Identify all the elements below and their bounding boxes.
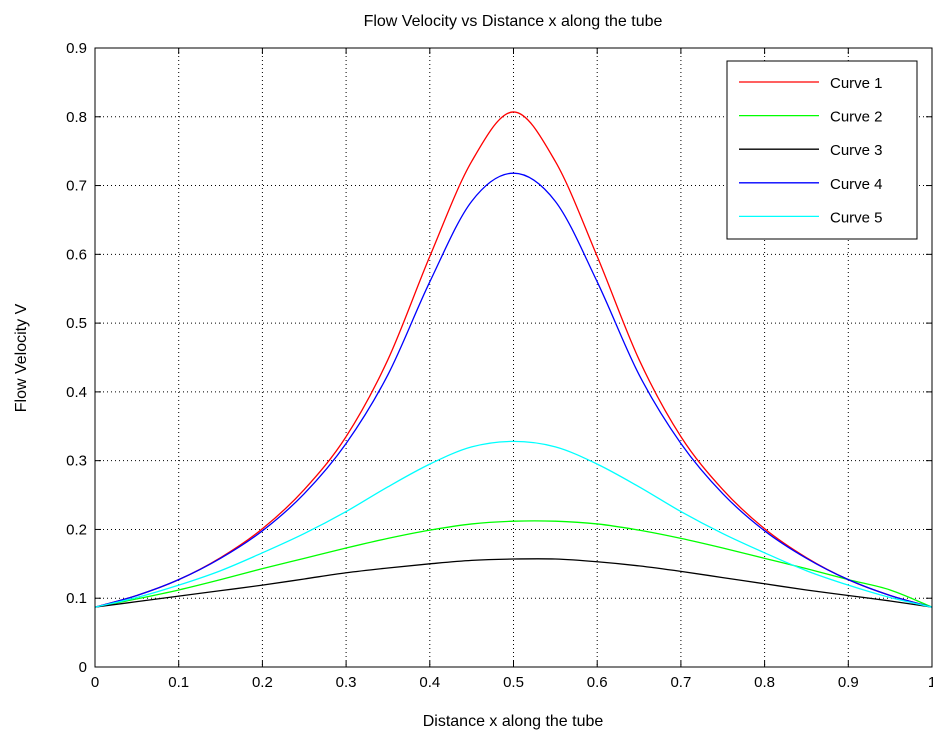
legend-label-3: Curve 3 [830,142,883,159]
ticks: 0 0.1 0.2 0.3 0.4 0.5 0.6 0.7 0.8 0.9 1 0 0.1 0.2 0.3 0… [66,40,933,691]
series-group [94,111,933,608]
x-axis-label: Distance x along the tube [423,713,604,730]
x-tick-label: 0.8 [754,674,775,691]
legend-label-1: Curve 1 [830,75,883,92]
y-tick-label: 0.9 [66,40,87,57]
chart-title: Flow Velocity vs Distance x along the tu… [364,13,663,30]
legend: Curve 1 Curve 2 Curve 3 Curve 4 Curve 5 [726,60,918,240]
legend-label-4: Curve 4 [830,176,883,193]
y-tick-label: 0.4 [66,384,87,401]
series-line-1 [94,111,933,608]
x-tick-label: 0.1 [168,674,189,691]
y-tick-label: 0.3 [66,453,87,470]
y-tick-label: 0.2 [66,521,87,538]
y-tick-label: 0.6 [66,246,87,263]
x-tick-label: 0.7 [670,674,691,691]
y-axis-label: Flow Velocity V [13,303,30,412]
series-line-5 [94,440,933,608]
y-tick-label: 0.8 [66,109,87,126]
y-tick-label: 0.1 [66,590,87,607]
series-line-4 [94,172,933,608]
series-line-3 [94,558,933,608]
legend-box [726,60,918,240]
x-tick-label: 0.6 [587,674,608,691]
y-tick-label: 0.5 [66,315,87,332]
y-tick-label: 0.7 [66,178,87,195]
x-tick-label: 0.4 [419,674,440,691]
x-tick-label: 0 [91,674,99,691]
legend-label-5: Curve 5 [830,209,883,226]
x-tick-label: 0.2 [252,674,273,691]
legend-label-2: Curve 2 [830,109,883,126]
x-tick-label: 0.9 [838,674,859,691]
x-tick-label: 0.3 [336,674,357,691]
x-tick-label: 0.5 [503,674,524,691]
x-tick-label: 1 [928,674,933,691]
y-tick-label: 0 [79,659,87,676]
